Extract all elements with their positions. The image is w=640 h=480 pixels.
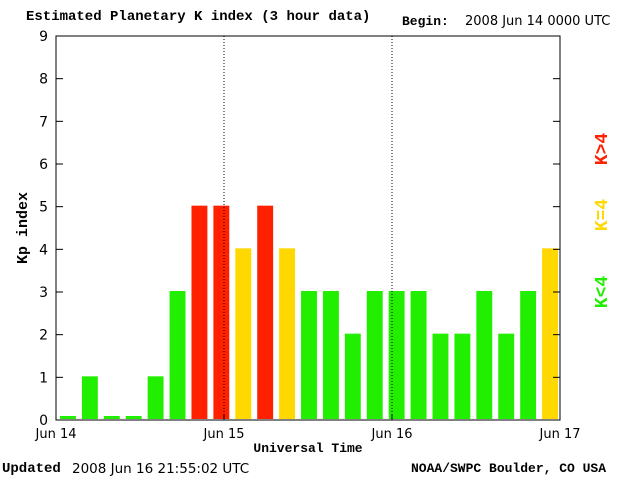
kp-bar [81, 376, 98, 419]
kp-bar [476, 291, 493, 419]
begin-label: Begin: [402, 14, 449, 29]
kp-bar [125, 416, 142, 419]
kp-bar [257, 205, 274, 419]
legend-high: K>4 [593, 132, 613, 166]
kp-bar [344, 333, 361, 419]
y-tick-label: 9 [39, 29, 48, 45]
kp-bar [169, 291, 186, 419]
x-tick-label: Jun 16 [371, 427, 413, 442]
y-tick-label: 8 [39, 72, 48, 88]
chart-title: Estimated Planetary K index (3 hour data… [26, 9, 371, 25]
updated-value: 2008 Jun 16 21:55:02 UTC [72, 461, 250, 477]
kp-bar [191, 205, 208, 419]
kp-bar [366, 291, 383, 419]
kp-bar [388, 291, 405, 419]
kp-bar [147, 376, 164, 419]
kp-bar [322, 291, 339, 419]
y-tick-label: 5 [39, 200, 48, 216]
y-tick-label: 2 [39, 328, 48, 344]
kp-bar [235, 248, 252, 419]
y-axis-title: Kp index [15, 192, 32, 264]
x-axis-title: Universal Time [253, 441, 362, 456]
x-tick-label: Jun 15 [203, 427, 245, 442]
kp-bar [498, 333, 515, 419]
y-tick-label: 7 [39, 114, 48, 130]
kp-bar [60, 416, 76, 419]
begin-value: 2008 Jun 14 0000 UTC [465, 14, 611, 29]
credit: NOAA/SWPC Boulder, CO USA [411, 461, 607, 476]
kp-bar [279, 248, 296, 419]
legend-mid: K=4 [593, 198, 613, 232]
updated-label: Updated [2, 461, 61, 477]
legend-low: K<4 [593, 275, 613, 309]
plot-frame [55, 35, 561, 421]
kp-bar [301, 291, 317, 419]
y-tick-label: 6 [39, 157, 48, 173]
y-tick-label: 4 [39, 242, 48, 258]
x-tick-label: Jun 14 [35, 427, 77, 442]
kp-bar [432, 333, 449, 419]
x-tick-label: Jun 17 [539, 427, 581, 442]
y-tick-label: 1 [39, 370, 48, 386]
kp-bar [213, 205, 230, 419]
kp-bar [454, 333, 471, 419]
kp-bar [410, 291, 427, 419]
kp-bar [103, 416, 120, 419]
kp-bar [520, 291, 537, 419]
y-tick-label: 0 [39, 413, 48, 429]
kp-bar [542, 248, 558, 419]
y-tick-label: 3 [39, 285, 48, 301]
